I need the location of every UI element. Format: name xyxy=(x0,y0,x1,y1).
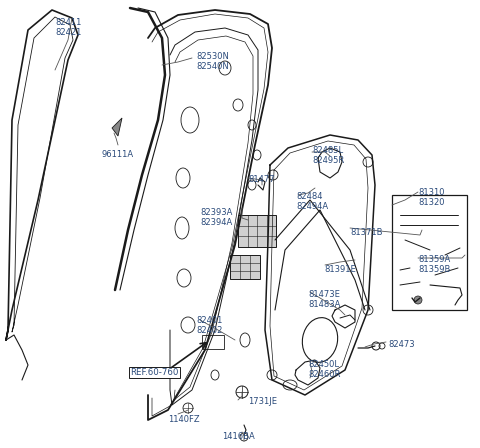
Text: 82484
82494A: 82484 82494A xyxy=(296,192,328,211)
Polygon shape xyxy=(112,118,122,136)
Text: 82411
82421: 82411 82421 xyxy=(55,18,82,37)
Text: 1140FZ: 1140FZ xyxy=(168,415,200,424)
Text: REF.60-760: REF.60-760 xyxy=(130,368,179,377)
Text: 96111A: 96111A xyxy=(102,150,134,159)
Bar xyxy=(230,255,260,279)
Text: 82530N
82540N: 82530N 82540N xyxy=(196,52,229,71)
Bar xyxy=(392,195,467,310)
Text: 1416BA: 1416BA xyxy=(222,432,254,441)
Text: 82450L
82460R: 82450L 82460R xyxy=(308,360,340,379)
Bar xyxy=(238,215,276,247)
Text: 82485L
82495R: 82485L 82495R xyxy=(312,146,344,165)
Text: 82473: 82473 xyxy=(388,340,415,349)
Text: 1731JE: 1731JE xyxy=(248,397,277,406)
Text: 82401
82402: 82401 82402 xyxy=(196,316,222,336)
Text: 81391E: 81391E xyxy=(324,265,356,274)
Text: 81473E
81483A: 81473E 81483A xyxy=(308,290,340,310)
Text: 81359A
81359B: 81359A 81359B xyxy=(418,255,450,274)
Text: 82393A
82394A: 82393A 82394A xyxy=(200,208,232,228)
Text: 81310
81320: 81310 81320 xyxy=(418,188,444,207)
Bar xyxy=(202,335,224,349)
Text: 81371B: 81371B xyxy=(350,228,383,237)
Circle shape xyxy=(414,296,422,304)
Text: 81477: 81477 xyxy=(248,175,275,184)
